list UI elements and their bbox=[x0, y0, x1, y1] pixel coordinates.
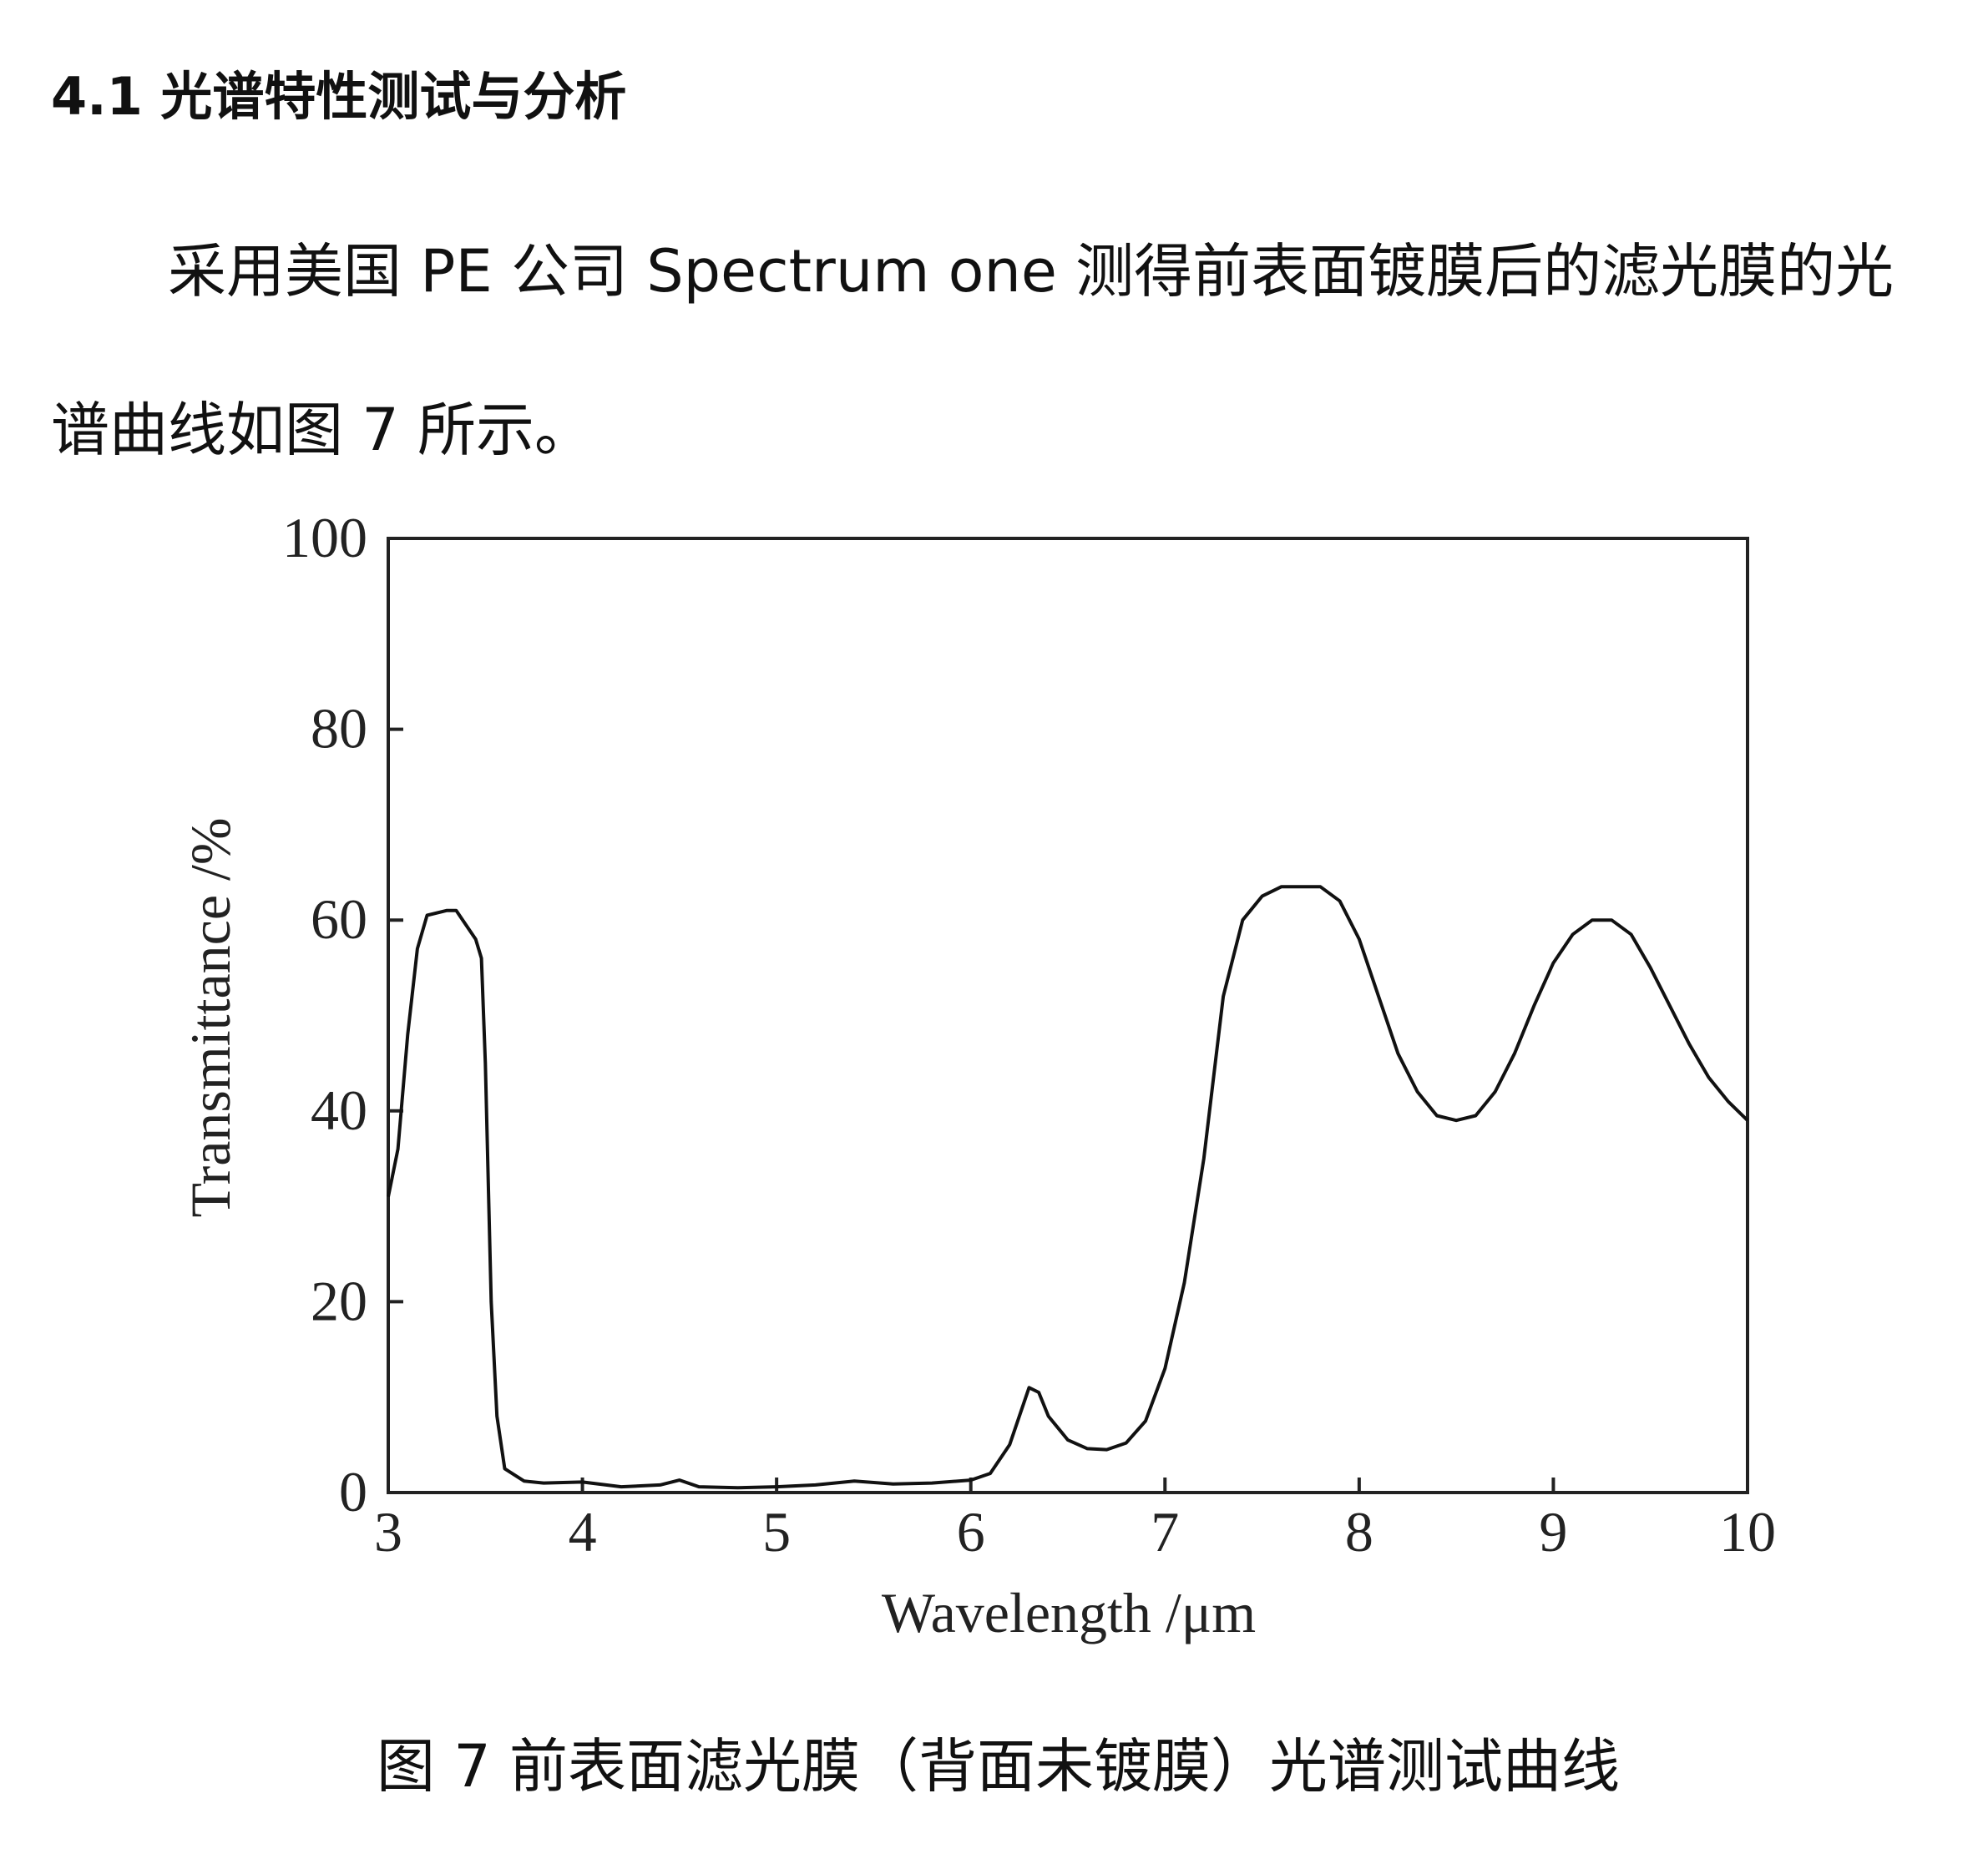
x-tick-label: 4 bbox=[569, 1500, 597, 1563]
x-axis-label: Wavelength /μm bbox=[882, 1581, 1256, 1644]
y-axis-label: Transmittance /% bbox=[179, 817, 242, 1217]
heading: 4.1 光谱特性测试与分析 bbox=[51, 66, 627, 127]
x-tick-label: 5 bbox=[762, 1500, 791, 1563]
y-tick-label: 40 bbox=[311, 1079, 367, 1142]
caption: 图 7 前表面滤光膜（背面未镀膜）光谱测试曲线 bbox=[376, 1732, 1621, 1801]
x-tick-label: 9 bbox=[1539, 1500, 1567, 1563]
plot-frame bbox=[387, 537, 1749, 1494]
x-tick-label: 10 bbox=[1719, 1500, 1776, 1563]
y-tick-label: 80 bbox=[311, 697, 367, 760]
x-tick-label: 8 bbox=[1345, 1500, 1373, 1563]
y-tick-label: 60 bbox=[311, 887, 367, 951]
y-tick-label: 100 bbox=[282, 506, 367, 569]
y-tick-label: 20 bbox=[311, 1269, 367, 1332]
transmittance-line bbox=[387, 885, 1749, 1490]
x-tick-label: 6 bbox=[957, 1500, 985, 1563]
y-tick-label: 0 bbox=[339, 1460, 367, 1523]
paragraph: 采用美国 PE 公司 Spectrum one 测得前表面镀膜后的滤光膜的光谱曲… bbox=[51, 237, 1894, 464]
x-tick-label: 7 bbox=[1151, 1500, 1179, 1563]
x-tick-label: 3 bbox=[374, 1500, 402, 1563]
